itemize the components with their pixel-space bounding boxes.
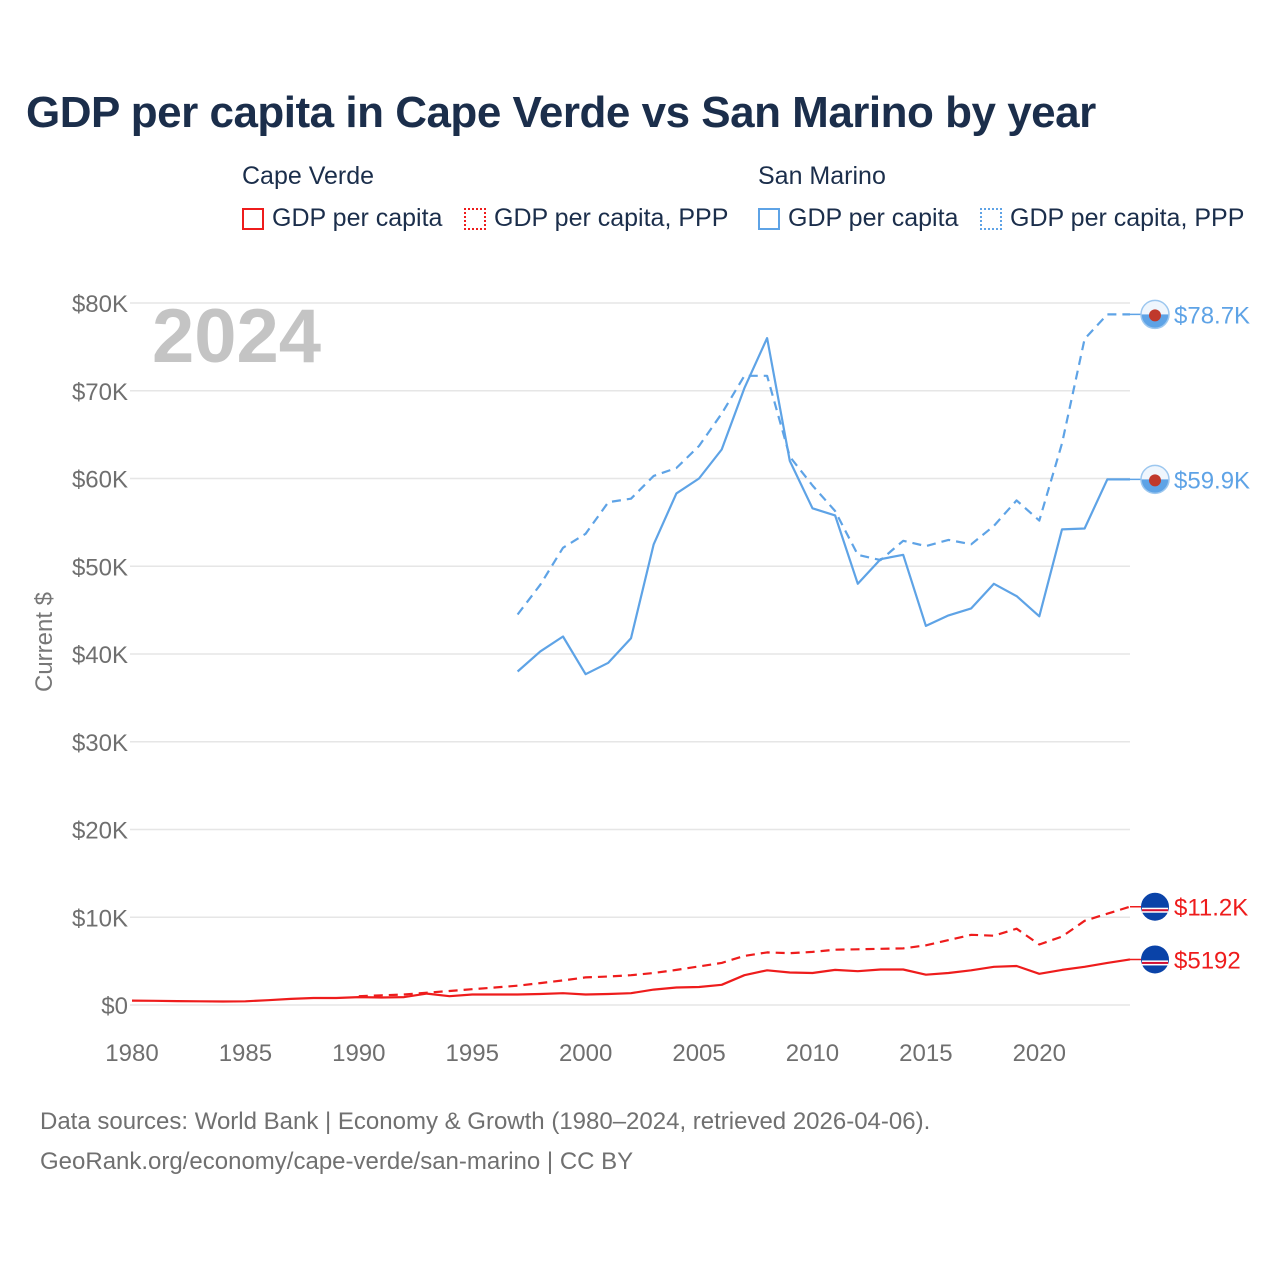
grid-lines [130, 302, 1130, 1006]
y-tick-label: $20K [72, 818, 128, 845]
series-lines [131, 313, 1131, 1003]
legend-swatch-solid-red [242, 207, 264, 230]
year-watermark: 2024 [152, 294, 321, 379]
legend-heading-cape-verde: Cape Verde [242, 162, 375, 190]
cape-verde-flag-icon [1141, 945, 1169, 974]
y-axis-ticks: $0 $10K $20K $30K $40K $50K $60K $70K $80K [72, 291, 128, 1020]
flag-white-band [1141, 465, 1169, 480]
y-tick-label: $0 [101, 993, 128, 1020]
flag-emblem [1149, 474, 1161, 487]
cape-verde-flag-icon [1141, 892, 1169, 921]
flag-white-band [1141, 300, 1169, 315]
y-tick-label: $10K [72, 905, 128, 932]
legend-group-cape-verde: Cape Verde GDP per capita GDP per capita… [242, 162, 742, 242]
series-line[interactable] [131, 958, 1131, 1003]
end-value-label: $5192 [1174, 947, 1241, 974]
x-tick-label: 2000 [559, 1040, 612, 1067]
end-value-label: $78.7K [1174, 302, 1250, 329]
legend-swatch-solid-blue [758, 207, 780, 230]
line-chart: $0$10K$20K$30K$40K$50K$60K$70K$80K 1980 1… [31, 291, 1250, 1067]
x-tick-label: 1990 [332, 1040, 385, 1067]
x-tick-label: 2015 [899, 1040, 952, 1067]
flag-red-stripe [1142, 961, 1168, 964]
legend-label: GDP per capita [272, 204, 443, 232]
legend-swatch-dotted-blue [980, 207, 1002, 230]
x-tick-label: 2010 [786, 1040, 839, 1067]
legend-label: GDP per capita [788, 204, 959, 232]
legend-item-san-marino-gdp-ppp[interactable]: GDP per capita, PPP [980, 204, 1244, 233]
series-line[interactable] [358, 905, 1131, 998]
x-tick-label: 1995 [446, 1040, 499, 1067]
legend-item-cape-verde-gdp[interactable]: GDP per capita [242, 204, 442, 233]
legend-group-san-marino: San Marino GDP per capita GDP per capita… [758, 162, 1258, 242]
chart-title: GDP per capita in Cape Verde vs San Mari… [26, 88, 1096, 137]
legend-item-san-marino-gdp[interactable]: GDP per capita [758, 204, 958, 233]
y-tick-label: $70K [72, 379, 128, 406]
y-tick-label: $50K [72, 554, 128, 581]
y-tick-label: $30K [72, 730, 128, 757]
x-axis-ticks: 1980 1985 1990 1995 2000 2005 2010 2015 2020 [105, 1040, 1066, 1067]
x-tick-label: 2005 [672, 1040, 725, 1067]
y-tick-label: $80K [72, 291, 128, 318]
legend-swatch-dotted-red [464, 207, 486, 230]
footer-sources: Data sources: World Bank | Economy & Gro… [40, 1108, 931, 1135]
footer-attribution[interactable]: GeoRank.org/economy/cape-verde/san-marin… [40, 1148, 634, 1175]
y-tick-label: $40K [72, 642, 128, 669]
series-line[interactable] [516, 337, 1130, 676]
y-tick-label: $60K [72, 467, 128, 494]
series-line[interactable] [516, 313, 1130, 616]
flag-red-stripe [1142, 909, 1168, 912]
legend-label: GDP per capita, PPP [1010, 204, 1245, 232]
legend-label: GDP per capita, PPP [494, 204, 729, 232]
y-axis-label: Current $ [31, 592, 58, 692]
end-value-label: $59.9K [1174, 467, 1250, 494]
x-tick-label: 2020 [1013, 1040, 1066, 1067]
flag-border [1140, 464, 1170, 495]
end-labels: $5192 $11.2K $59.9K $78.7K [1130, 299, 1250, 974]
x-tick-label: 1980 [105, 1040, 158, 1067]
end-value-label: $11.2K [1174, 895, 1248, 922]
flag-border [1140, 299, 1170, 330]
x-tick-label: 1985 [219, 1040, 272, 1067]
legend-item-cape-verde-gdp-ppp[interactable]: GDP per capita, PPP [464, 204, 728, 233]
flag-emblem [1149, 309, 1161, 322]
legend-heading-san-marino: San Marino [758, 162, 886, 190]
